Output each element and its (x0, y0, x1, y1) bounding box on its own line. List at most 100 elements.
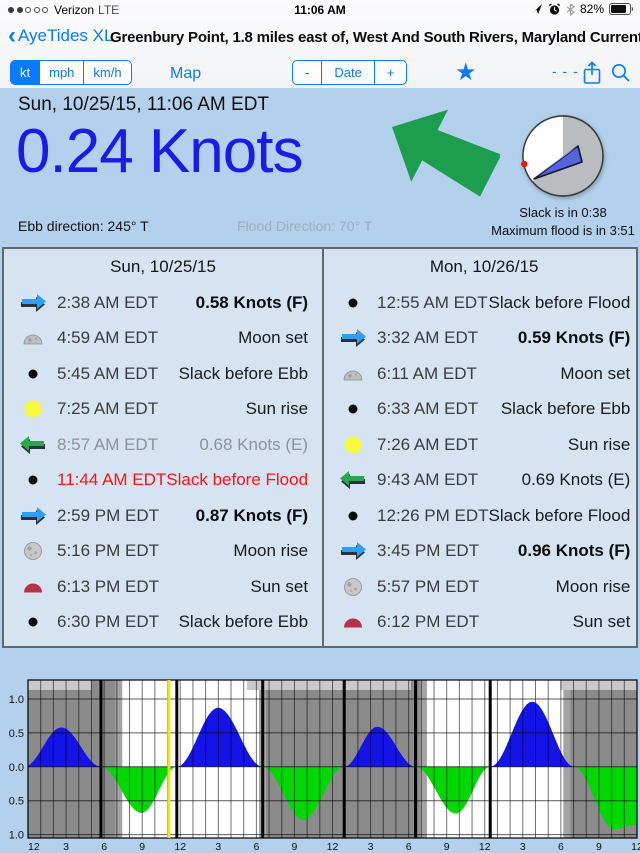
event-time: 6:33 AM EDT (377, 399, 479, 419)
ebb-curve-fill (28, 766, 637, 830)
slack-dot-icon (28, 617, 38, 627)
event-description: 0.68 Knots (E) (199, 434, 309, 454)
moon-up-strip (247, 680, 411, 690)
moon-up-strip (28, 680, 92, 690)
moon-set-icon (23, 334, 43, 345)
moon-set-icon (343, 370, 363, 381)
event-time: 2:38 AM EDT (57, 292, 159, 312)
favorite-star-icon[interactable]: ★ (455, 59, 477, 86)
x-axis-label: 3 (215, 841, 221, 853)
unit-segmented-control: kt mph km/h (10, 60, 132, 85)
event-time: 3:45 PM EDT (377, 541, 480, 561)
dial-slack-marker (521, 160, 528, 168)
event-row: 11:44 AM EDT Slack before Flood (4, 465, 322, 495)
event-time: 6:12 PM EDT (377, 612, 480, 632)
sun-set-icon (344, 618, 363, 628)
event-row: 5:57 PM EDT Moon rise (324, 572, 640, 602)
clock-label: 11:06 AM (294, 3, 346, 17)
event-row: 5:45 AM EDT Slack before Ebb (4, 359, 322, 389)
unit-kt-button[interactable]: kt (11, 61, 40, 84)
x-axis-label: 6 (101, 841, 107, 853)
event-time: 7:26 AM EDT (377, 434, 479, 454)
search-icon[interactable] (610, 61, 632, 85)
tide-events-table: Sun, 10/25/15 2:38 AM EDT 0.58 Knots (F) 4… (2, 247, 638, 648)
slack-dot-icon (348, 404, 358, 414)
event-row: 7:26 AM EDT Sun rise (324, 430, 640, 460)
event-description: 0.58 Knots (F) (195, 292, 309, 312)
flood-direction-label: Flood Direction: 70° T (237, 218, 373, 234)
event-time: 9:43 AM EDT (377, 470, 479, 490)
event-time: 7:25 AM EDT (57, 399, 159, 419)
event-description: Sun set (250, 576, 309, 596)
flood-arrow-icon (21, 293, 46, 312)
x-axis-label: 6 (406, 841, 412, 853)
date-next-button[interactable]: + (373, 61, 407, 84)
flood-arrow-icon (341, 329, 367, 348)
event-row: 3:32 AM EDT 0.59 Knots (F) (324, 323, 640, 353)
sun-rise-icon (344, 436, 362, 454)
signal-strength-icon (8, 7, 48, 13)
event-time: 6:11 AM EDT (377, 363, 477, 383)
event-description: Moon set (560, 363, 631, 383)
x-axis-label: 9 (444, 841, 450, 853)
event-description: Moon set (238, 328, 309, 348)
current-datetime-label: Sun, 10/25/15, 11:06 AM EDT (18, 94, 270, 115)
max-flood-countdown-label: Maximum flood is in 3:51 (491, 223, 635, 238)
twilight-band (115, 680, 123, 838)
date-picker-button[interactable]: Date (321, 61, 373, 84)
event-description: Slack before Flood (488, 292, 631, 312)
unit-mph-button[interactable]: mph (39, 61, 83, 84)
x-axis-label: 12 (631, 841, 640, 853)
date-prev-button[interactable]: - (293, 61, 321, 84)
sun-rise-icon (24, 400, 42, 418)
sun-set-icon (24, 583, 42, 593)
flood-arrow-icon (21, 506, 46, 525)
event-time: 3:32 AM EDT (377, 328, 479, 348)
event-time: 6:13 PM EDT (57, 576, 160, 596)
more-options-button[interactable]: - - - (552, 63, 579, 79)
unit-kmh-button[interactable]: km/h (83, 61, 130, 84)
status-bar: Verizon LTE 11:06 AM 82% (0, 0, 640, 20)
event-description: Moon rise (233, 541, 309, 561)
event-description: Sun set (572, 612, 631, 632)
event-description: Slack before Flood (166, 470, 309, 490)
battery-percent-label: 82% (579, 2, 604, 16)
x-axis-label: 6 (253, 841, 259, 853)
x-axis-label: 12 (479, 841, 491, 853)
event-description: Sun rise (567, 434, 631, 454)
location-arrow-icon (531, 4, 542, 14)
dial-pointer-highlight (534, 146, 578, 179)
map-button[interactable]: Map (170, 65, 202, 82)
event-row: 7:25 AM EDT Sun rise (4, 394, 322, 424)
event-time: 11:44 AM EDT (57, 470, 167, 490)
current-direction-arrow-icon (391, 109, 500, 197)
event-row: 12:55 AM EDT Slack before Flood (324, 288, 640, 318)
event-time: 2:59 PM EDT (57, 505, 160, 525)
x-axis-label: 6 (558, 841, 564, 853)
event-time: 5:16 PM EDT (57, 541, 160, 561)
event-row: 5:16 PM EDT Moon rise (4, 536, 322, 566)
slack-dot-icon (348, 511, 358, 521)
chart-border (27, 679, 638, 839)
tide-clock-dial (521, 115, 604, 197)
event-row: 6:30 PM EDT Slack before Ebb (4, 607, 322, 637)
station-title: Greenbury Point, 1.8 miles east of, West… (110, 29, 640, 46)
back-button[interactable]: ‹ AyeTides XL (8, 21, 114, 49)
event-time: 6:30 PM EDT (57, 612, 160, 632)
back-button-label: AyeTides XL (18, 26, 114, 45)
y-axis-label: 0.5 (9, 796, 24, 808)
event-description: 0.96 Knots (F) (517, 541, 631, 561)
day-header: Sun, 10/25/15 (110, 257, 216, 276)
flood-curve-fill (28, 701, 637, 767)
back-chevron-icon: ‹ (8, 21, 16, 49)
x-axis-label: 3 (63, 841, 69, 853)
share-icon[interactable] (583, 61, 601, 85)
x-axis-label: 12 (28, 841, 40, 853)
moon-rise-icon (24, 542, 42, 561)
event-row: 3:45 PM EDT 0.96 Knots (F) (324, 536, 640, 566)
ebb-arrow-icon (20, 435, 45, 454)
x-axis-label: 3 (368, 841, 374, 853)
y-axis-label: 1.0 (9, 694, 24, 706)
event-description: 0.87 Knots (F) (195, 505, 309, 525)
